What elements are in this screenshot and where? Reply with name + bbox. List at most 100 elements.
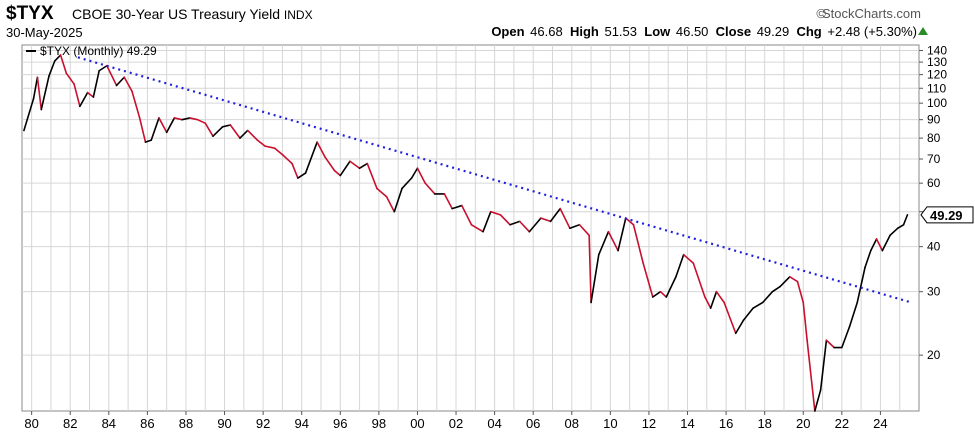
price-segment xyxy=(264,145,276,150)
price-segment xyxy=(181,117,191,121)
x-tick-label: 18 xyxy=(757,416,771,431)
price-segment xyxy=(86,91,95,98)
price-segment xyxy=(424,182,436,195)
price-segment xyxy=(273,147,284,156)
last-value-tag xyxy=(920,206,974,224)
price-segment xyxy=(410,167,419,179)
x-tick-label: 94 xyxy=(294,416,308,431)
ticker-symbol: $TYX xyxy=(6,3,54,24)
price-segment xyxy=(461,204,473,226)
price-segment xyxy=(158,117,168,134)
price-segment xyxy=(540,217,552,223)
price-segment xyxy=(376,187,388,198)
price-segment xyxy=(173,117,183,121)
open-label: Open xyxy=(491,24,525,39)
trendline xyxy=(77,56,912,304)
price-segment xyxy=(771,285,781,293)
ohlc-summary: Open 46.68 High 51.53 Low 46.50 Close 49… xyxy=(491,24,917,39)
price-segment xyxy=(597,230,610,256)
x-tick-label: 80 xyxy=(24,416,38,431)
price-segment xyxy=(138,117,147,143)
x-tick-label: 06 xyxy=(526,416,540,431)
y-tick-label: 40 xyxy=(927,240,941,254)
price-segment xyxy=(393,187,403,213)
price-segment xyxy=(665,275,677,298)
x-tick-label: 24 xyxy=(873,416,887,431)
price-segment xyxy=(742,307,754,322)
price-segment xyxy=(796,280,805,304)
price-segment xyxy=(123,76,133,92)
price-segment xyxy=(65,72,75,85)
chg-label: Chg xyxy=(796,24,822,39)
exchange-label: INDX xyxy=(283,8,313,22)
copyright-icon: © xyxy=(816,6,826,21)
ticker-description: CBOE 30-Year US Treasury Yield INDX xyxy=(72,6,313,22)
y-tick-label: 80 xyxy=(927,131,941,145)
plot-area xyxy=(21,44,920,412)
price-segment xyxy=(79,91,89,108)
price-segment xyxy=(617,217,627,252)
price-segment xyxy=(339,160,351,177)
price-segment xyxy=(358,162,369,170)
last-value-label: 49.29 xyxy=(930,208,963,223)
price-segment xyxy=(734,319,745,335)
price-segment xyxy=(36,76,43,111)
price-segment xyxy=(115,76,126,87)
price-segment xyxy=(150,117,160,141)
price-segment xyxy=(902,214,909,226)
price-segment xyxy=(819,339,828,391)
y-tick-label: 20 xyxy=(927,348,941,362)
high-label: High xyxy=(569,24,599,39)
price-segment xyxy=(607,230,619,252)
price-segment xyxy=(349,160,361,170)
close-value: 49.29 xyxy=(756,24,790,39)
x-tick-label: 96 xyxy=(333,416,347,431)
price-segment xyxy=(864,249,872,269)
y-tick-label: 100 xyxy=(927,96,947,110)
price-segment xyxy=(165,117,176,134)
price-segment xyxy=(204,122,214,137)
x-tick-label: 84 xyxy=(102,416,116,431)
price-segment xyxy=(239,129,249,139)
price-segment xyxy=(848,301,859,328)
price-segment xyxy=(682,253,695,264)
price-segment xyxy=(246,129,259,141)
price-segment xyxy=(281,153,293,165)
price-segment xyxy=(715,290,725,304)
price-segment xyxy=(590,253,600,304)
price-segment xyxy=(632,223,644,264)
price-segment xyxy=(588,234,592,304)
price-segment xyxy=(578,223,590,237)
price-segment xyxy=(324,155,336,172)
y-tick-label: 90 xyxy=(927,113,941,127)
price-segment xyxy=(131,90,141,119)
price-segment xyxy=(825,339,835,349)
price-segment xyxy=(291,162,299,179)
price-segment xyxy=(385,195,396,213)
price-segment xyxy=(401,177,413,190)
chart-header: $TYX CBOE 30-Year US Treasury Yield INDX… xyxy=(0,0,975,44)
price-segment xyxy=(304,141,318,174)
x-tick-label: 16 xyxy=(719,416,733,431)
x-tick-label: 08 xyxy=(565,416,579,431)
price-segment xyxy=(528,217,542,233)
price-segment xyxy=(144,139,153,143)
price-segment xyxy=(221,124,232,128)
price-segment xyxy=(889,227,899,237)
price-segment xyxy=(32,76,39,100)
low-value: 46.50 xyxy=(675,24,709,39)
legend-label: $TYX (Monthly) 49.29 xyxy=(40,44,157,58)
price-segment xyxy=(212,125,224,137)
price-segment xyxy=(48,60,56,77)
x-tick-label: 90 xyxy=(217,416,231,431)
x-tick-label: 02 xyxy=(449,416,463,431)
price-segment xyxy=(875,238,884,252)
price-segment xyxy=(23,97,35,132)
price-segment xyxy=(814,389,822,412)
price-segment xyxy=(443,193,453,210)
price-segment xyxy=(518,220,531,233)
chg-value: +2.48 (+5.30%) xyxy=(827,24,917,39)
price-segment xyxy=(489,210,502,216)
x-tick-label: 00 xyxy=(410,416,424,431)
